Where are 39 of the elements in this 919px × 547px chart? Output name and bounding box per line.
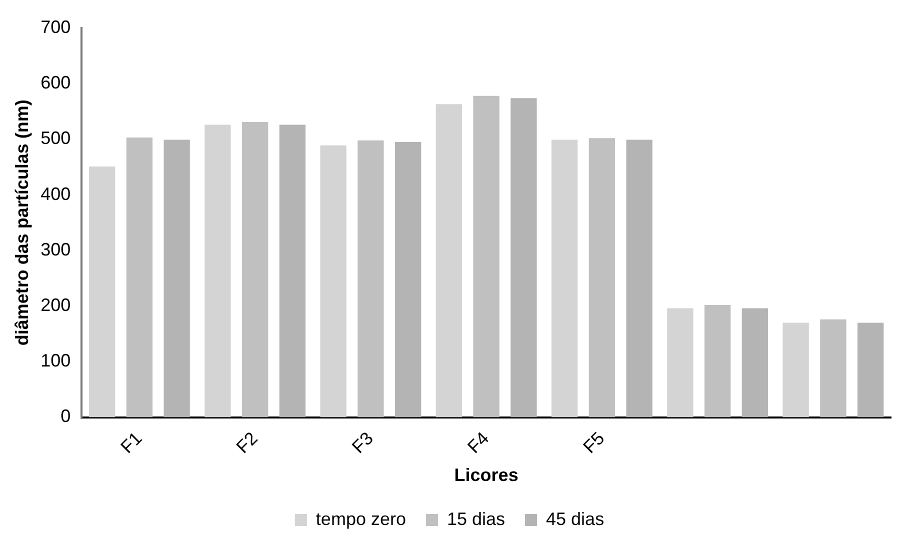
y-tick-label: 300	[40, 239, 71, 260]
bar	[320, 145, 346, 418]
bar	[626, 140, 652, 418]
y-tick-label: 100	[40, 350, 71, 371]
y-tick-label: 600	[40, 72, 71, 93]
y-tick-label: 400	[40, 184, 71, 204]
y-tick-label: 0	[60, 406, 71, 426]
bar	[820, 319, 846, 418]
bar	[126, 138, 153, 418]
bar	[857, 322, 884, 418]
legend-label: 45 dias	[546, 508, 604, 529]
bar	[242, 122, 268, 418]
y-tick-label: 700	[40, 16, 71, 37]
bar	[510, 98, 537, 418]
y-tick-label: 500	[40, 128, 71, 148]
bar	[667, 308, 694, 418]
bar	[588, 138, 616, 418]
y-tick-label: 200	[40, 295, 71, 316]
bar	[164, 140, 190, 418]
bar	[358, 140, 384, 418]
bar	[704, 304, 731, 418]
y-axis-title: diâmetro das partículas (nm)	[12, 100, 32, 346]
x-axis-title: Licores	[454, 465, 518, 486]
x-tick-label: F3	[348, 428, 378, 458]
x-tick-label: F4	[464, 428, 493, 458]
bar	[473, 96, 500, 418]
x-tick-label: F1	[116, 428, 146, 458]
x-tick-label: F2	[232, 428, 262, 458]
bar	[551, 140, 578, 418]
bar	[394, 142, 422, 418]
legend-label: 15 dias	[446, 508, 506, 529]
legend-label: tempo zero	[316, 508, 406, 529]
bar	[436, 104, 462, 418]
bar	[279, 124, 306, 418]
bar	[88, 166, 116, 418]
bar	[742, 308, 768, 418]
bar	[782, 322, 809, 418]
x-tick-label: F5	[579, 428, 608, 458]
bar	[204, 124, 231, 418]
